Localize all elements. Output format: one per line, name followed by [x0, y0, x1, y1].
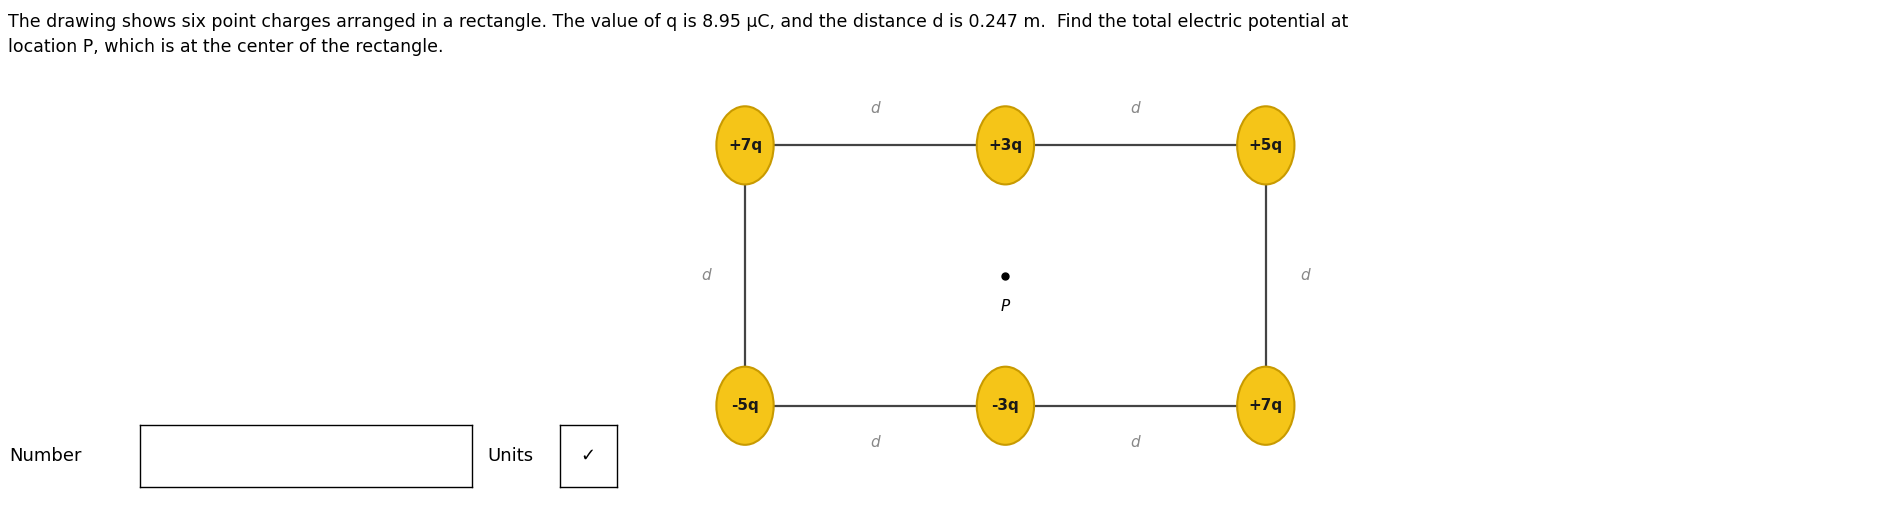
Text: +7q: +7q — [728, 138, 763, 153]
Text: P: P — [1002, 299, 1009, 314]
Text: d: d — [871, 101, 880, 116]
Ellipse shape — [977, 106, 1034, 184]
Text: The drawing shows six point charges arranged in a rectangle. The value of q is 8: The drawing shows six point charges arra… — [8, 13, 1349, 56]
Text: ✓: ✓ — [580, 447, 596, 465]
Ellipse shape — [717, 106, 774, 184]
Text: Number: Number — [9, 447, 82, 465]
Text: -3q: -3q — [992, 398, 1019, 413]
Text: -5q: -5q — [730, 398, 759, 413]
Ellipse shape — [717, 367, 774, 445]
Text: d: d — [1131, 435, 1140, 450]
Text: Units: Units — [488, 447, 533, 465]
Text: d: d — [871, 435, 880, 450]
Text: d: d — [1299, 268, 1309, 283]
Text: d: d — [1131, 101, 1140, 116]
Text: +3q: +3q — [988, 138, 1022, 153]
Text: d: d — [702, 268, 711, 283]
Text: +7q: +7q — [1248, 398, 1282, 413]
Ellipse shape — [977, 367, 1034, 445]
Ellipse shape — [1237, 367, 1294, 445]
Text: +5q: +5q — [1248, 138, 1282, 153]
Ellipse shape — [1237, 106, 1294, 184]
